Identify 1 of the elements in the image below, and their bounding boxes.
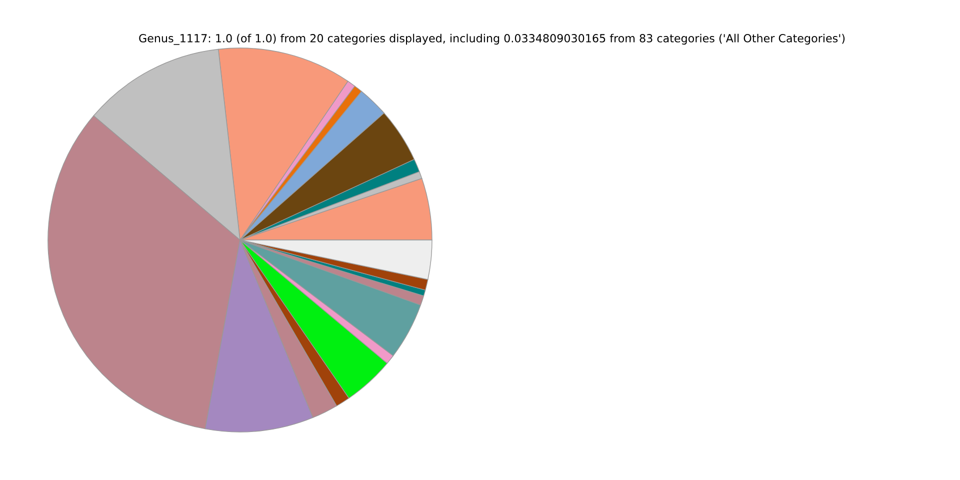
text: Genus_1117: 1.0 (of 1.0) from 20 categories displayed, including 0.0334809030165 from 83 categories ('All Other Categories') bbox=[139, 34, 845, 45]
